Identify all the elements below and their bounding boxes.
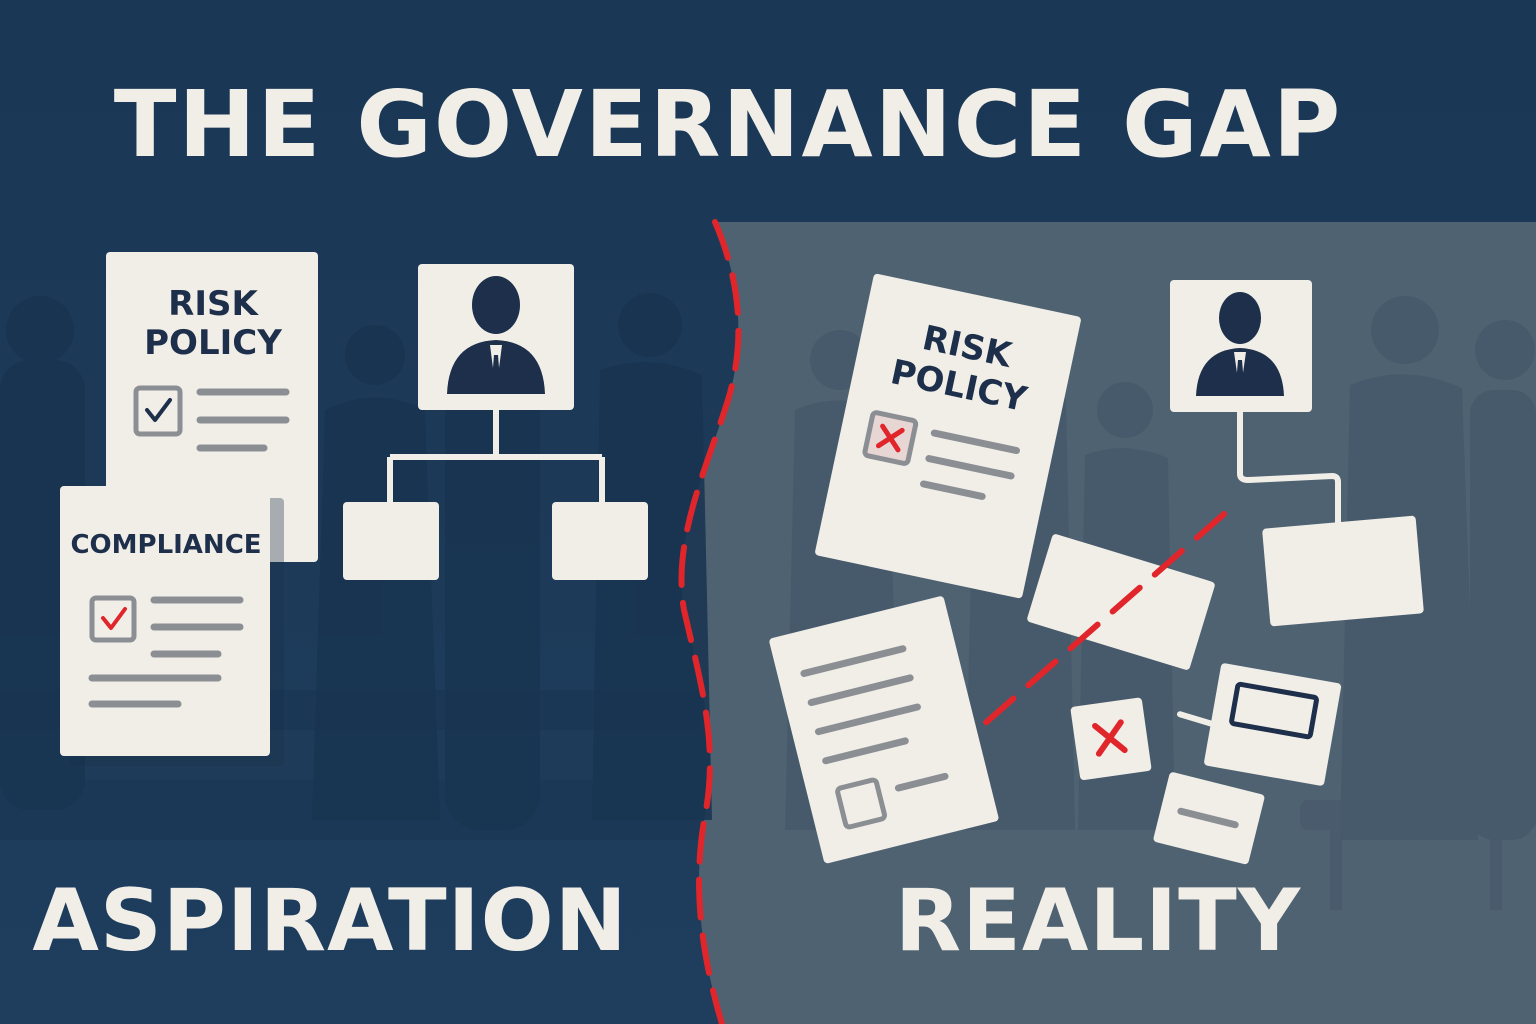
checkmark-icon xyxy=(145,398,172,422)
compliance-document: COMPLIANCE xyxy=(60,486,284,766)
executive-person-reality-icon xyxy=(1196,292,1284,396)
red-checkmark-icon xyxy=(101,607,127,630)
scattered-document xyxy=(769,596,999,864)
risk-policy-document: RISK POLICY xyxy=(106,252,318,562)
org-chart-aligned xyxy=(343,264,648,580)
executive-person-icon xyxy=(447,276,545,394)
scattered-small-card xyxy=(1153,772,1265,865)
risk-policy-title-line2: POLICY xyxy=(144,323,282,363)
reality-label: REALITY xyxy=(895,871,1302,971)
detached-box-right xyxy=(1262,515,1424,627)
compliance-title: COMPLIANCE xyxy=(70,530,261,560)
org-chart-broken xyxy=(1170,280,1424,627)
checkbox-checked-icon xyxy=(133,385,183,437)
page-title: THE GOVERNANCE GAP xyxy=(114,71,1343,178)
error-x-icon xyxy=(1092,719,1128,757)
subordinate-box-right xyxy=(552,502,648,580)
empty-checkbox-icon xyxy=(835,777,887,830)
gap-divider-dashed-line xyxy=(678,219,742,1024)
subordinate-box-left xyxy=(343,502,439,580)
risk-policy-document-disrupted: RISK POLICY xyxy=(815,273,1081,599)
broken-link-dashed-line xyxy=(963,511,1227,743)
red-x-icon xyxy=(875,423,905,453)
risk-policy-title-line1: RISK xyxy=(168,284,259,324)
scattered-window-card xyxy=(1176,663,1342,786)
aspiration-label: ASPIRATION xyxy=(32,871,627,971)
window-frame-icon xyxy=(1229,681,1319,740)
error-tile xyxy=(1070,697,1152,780)
checkbox-checked-red-icon xyxy=(89,595,137,643)
